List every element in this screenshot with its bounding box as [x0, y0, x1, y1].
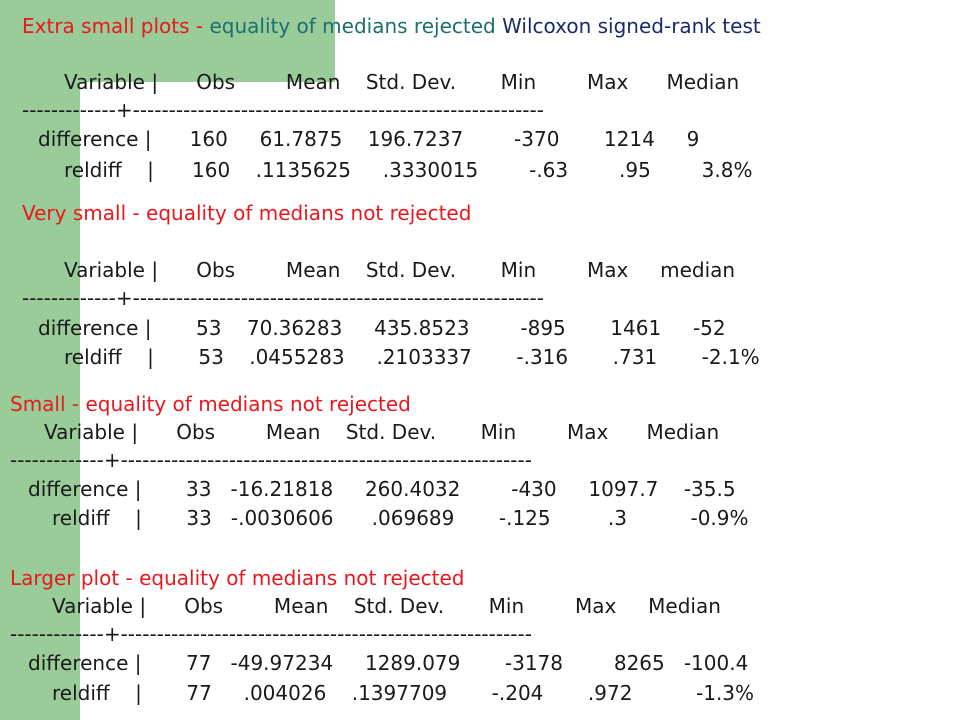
section-1-header: Variable | Obs Mean Std. Dev. Min Max Me… [64, 70, 740, 94]
section-2-rule: -------------+--------------------------… [22, 286, 544, 310]
section-3-title: Small - equality of medians not rejected [10, 392, 411, 416]
section-3-row-difference: difference | 33 -16.21818 260.4032 -430 … [28, 477, 736, 501]
section-3-rule: -------------+--------------------------… [10, 448, 532, 472]
section-2-row-reldiff: reldiff | 53 .0455283 .2103337 -.316 .73… [64, 345, 760, 369]
section-1-title: Extra small plots - equality of medians … [22, 14, 761, 38]
section-4-rule: -------------+--------------------------… [10, 622, 532, 646]
section-1-rule: -------------+--------------------------… [22, 98, 544, 122]
section-4-row-reldiff: reldiff | 77 .004026 .1397709 -.204 .972… [52, 681, 755, 705]
section-4-title: Larger plot - equality of medians not re… [10, 566, 465, 590]
section-2-title: Very small - equality of medians not rej… [22, 201, 472, 225]
section-1-row-difference: difference | 160 61.7875 196.7237 -370 1… [38, 127, 700, 151]
section-4-row-difference: difference | 77 -49.97234 1289.079 -3178… [28, 651, 749, 675]
section-2-row-difference: difference | 53 70.36283 435.8523 -895 1… [38, 316, 726, 340]
section-3-row-reldiff: reldiff | 33 -.0030606 .069689 -.125 .3 … [52, 506, 749, 530]
decorative-green-block [0, 0, 335, 82]
section-1-title-teal: equality of medians rejected [209, 14, 496, 38]
section-1-row-reldiff: reldiff | 160 .1135625 .3330015 -.63 .95… [64, 158, 753, 182]
section-3-header: Variable | Obs Mean Std. Dev. Min Max Me… [44, 420, 720, 444]
section-1-title-navy: Wilcoxon signed-rank test [495, 14, 761, 38]
decorative-green-sidebar [0, 82, 80, 720]
section-2-header: Variable | Obs Mean Std. Dev. Min Max me… [64, 258, 736, 282]
section-4-header: Variable | Obs Mean Std. Dev. Min Max Me… [52, 594, 721, 618]
section-1-title-red: Extra small plots - [22, 14, 210, 38]
